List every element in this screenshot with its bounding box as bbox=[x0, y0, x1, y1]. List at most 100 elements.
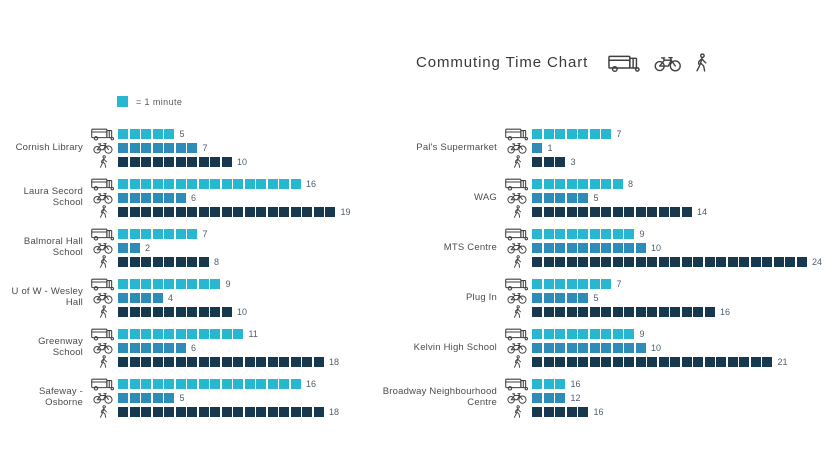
minute-square bbox=[187, 407, 197, 417]
minute-square bbox=[279, 179, 289, 189]
minute-square bbox=[635, 343, 646, 353]
minute-square bbox=[750, 257, 761, 267]
value-label: 9 bbox=[225, 279, 231, 289]
value-label: 10 bbox=[237, 157, 248, 167]
minute-square bbox=[543, 343, 554, 353]
location-label: Broadway Neighbourhood Centre bbox=[382, 386, 497, 408]
minute-square bbox=[693, 257, 703, 267]
minute-square bbox=[221, 207, 232, 217]
value-label: 9 bbox=[639, 329, 645, 339]
location-label: U of W - Wesley Hall bbox=[11, 286, 83, 308]
minute-square bbox=[670, 207, 680, 217]
minute-square bbox=[152, 379, 163, 389]
bike-icon bbox=[502, 391, 532, 405]
bike-icon bbox=[502, 191, 532, 205]
minute-square bbox=[578, 293, 588, 303]
minute-square bbox=[589, 229, 600, 239]
minute-square bbox=[198, 207, 209, 217]
minute-square bbox=[601, 207, 611, 217]
minute-square bbox=[302, 207, 312, 217]
minute-square bbox=[164, 129, 174, 139]
minute-square bbox=[635, 357, 646, 367]
minute-square bbox=[543, 279, 554, 289]
walk-row: 3 bbox=[502, 155, 622, 169]
minute-square bbox=[152, 157, 163, 167]
minute-square bbox=[624, 207, 634, 217]
walk-icon bbox=[88, 305, 118, 319]
minute-square bbox=[555, 157, 565, 167]
walk-icon bbox=[502, 305, 532, 319]
minute-square bbox=[566, 357, 577, 367]
minute-square bbox=[612, 357, 623, 367]
minute-square bbox=[555, 357, 565, 367]
minute-square bbox=[164, 229, 174, 239]
value-label: 8 bbox=[628, 179, 634, 189]
minute-square bbox=[118, 407, 128, 417]
bike-row: 6 bbox=[88, 341, 339, 355]
minute-square bbox=[624, 357, 634, 367]
location-group: Balmoral Hall School 7 2 8 bbox=[6, 227, 351, 269]
location-group: Pal's Supermarket 7 1 3 bbox=[352, 127, 822, 169]
minute-square bbox=[221, 407, 232, 417]
minute-square bbox=[313, 207, 324, 217]
minute-square bbox=[658, 207, 669, 217]
minute-square bbox=[221, 357, 232, 367]
value-label: 5 bbox=[179, 129, 185, 139]
minute-square bbox=[187, 143, 197, 153]
minute-square bbox=[624, 229, 634, 239]
bus-row: 7 bbox=[502, 127, 622, 141]
minute-square bbox=[152, 207, 163, 217]
minute-square bbox=[762, 257, 772, 267]
minute-square bbox=[210, 207, 220, 217]
minute-square bbox=[118, 129, 128, 139]
minute-square bbox=[555, 257, 565, 267]
value-label: 7 bbox=[616, 279, 622, 289]
minute-square bbox=[279, 407, 289, 417]
walk-icon bbox=[88, 155, 118, 169]
minute-square bbox=[612, 329, 623, 339]
chart-header: Commuting Time Chart bbox=[416, 52, 707, 73]
minute-square bbox=[624, 343, 634, 353]
minute-square bbox=[589, 207, 600, 217]
minute-square bbox=[532, 379, 542, 389]
minute-square bbox=[164, 379, 174, 389]
minute-square bbox=[566, 343, 577, 353]
minute-square bbox=[589, 179, 600, 189]
minute-square bbox=[175, 343, 186, 353]
value-label: 10 bbox=[651, 243, 662, 253]
bike-icon bbox=[88, 241, 118, 255]
minute-square bbox=[175, 207, 186, 217]
minute-square bbox=[612, 257, 623, 267]
walk-icon bbox=[88, 405, 118, 419]
minute-square bbox=[210, 279, 220, 289]
bus-icon bbox=[608, 52, 641, 73]
minute-square bbox=[210, 329, 220, 339]
minute-square bbox=[279, 357, 289, 367]
minute-square bbox=[601, 329, 611, 339]
minute-square bbox=[555, 329, 565, 339]
minute-square bbox=[279, 207, 289, 217]
bus-icon bbox=[88, 276, 118, 292]
minute-square bbox=[635, 307, 646, 317]
minute-square bbox=[152, 257, 163, 267]
legend-swatch bbox=[117, 96, 128, 107]
minute-square bbox=[129, 129, 140, 139]
minute-square bbox=[152, 143, 163, 153]
minute-square bbox=[221, 179, 232, 189]
minute-square bbox=[612, 307, 623, 317]
minute-square bbox=[198, 407, 209, 417]
location-label: WAG bbox=[474, 191, 497, 203]
minute-square bbox=[187, 207, 197, 217]
minute-square bbox=[543, 129, 554, 139]
minute-square bbox=[175, 307, 186, 317]
minute-square bbox=[152, 393, 163, 403]
minute-square bbox=[681, 307, 692, 317]
minute-square bbox=[256, 379, 266, 389]
location-group: Safeway - Osborne 16 5 18 bbox=[6, 377, 351, 419]
value-label: 4 bbox=[168, 293, 174, 303]
bike-icon bbox=[88, 391, 118, 405]
minute-square bbox=[532, 229, 542, 239]
minute-square bbox=[290, 179, 301, 189]
minute-square bbox=[290, 407, 301, 417]
value-label: 7 bbox=[202, 143, 208, 153]
